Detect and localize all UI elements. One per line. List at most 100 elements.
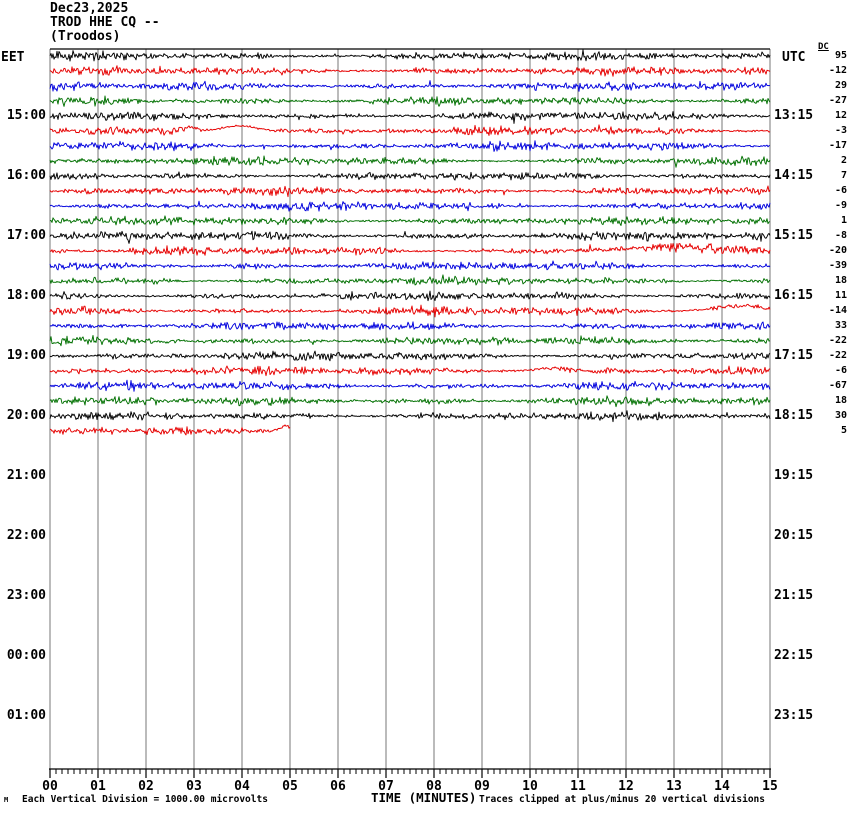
dc-offset-value: -22: [828, 335, 847, 346]
seismic-trace-row: [49, 155, 771, 168]
eet-hour-label: 01:00: [6, 708, 46, 723]
x-axis-tick-label: 05: [282, 779, 298, 794]
utc-hour-label: 23:15: [774, 708, 814, 723]
dc-offset-value: -22: [828, 350, 847, 361]
eet-hour-label: 19:00: [6, 348, 46, 363]
seismic-trace-row: [49, 215, 771, 226]
left-axis-label: EET: [1, 50, 25, 65]
x-axis-tick-label: 13: [666, 779, 682, 794]
x-axis-tick-label: 02: [138, 779, 154, 794]
seismic-trace-row: [49, 80, 771, 92]
x-axis-tick-label: 03: [186, 779, 202, 794]
dc-offset-value: 18: [834, 395, 847, 406]
dc-offset-value: 2: [840, 155, 847, 166]
x-axis-tick-label: 00: [42, 779, 58, 794]
x-axis-tick-label: 11: [570, 779, 586, 794]
dc-offset-value: 1: [840, 215, 847, 226]
utc-hour-label: 15:15: [774, 228, 814, 243]
dc-offset-value: -6: [834, 365, 847, 376]
dc-offset-value: 29: [834, 80, 847, 91]
dc-offset-value: 12: [834, 110, 847, 121]
x-axis-tick-label: 14: [714, 779, 730, 794]
title-station: TROD HHE CQ --: [50, 15, 160, 30]
seismic-trace-row: [49, 335, 771, 347]
dc-offset-value: 5: [840, 425, 847, 436]
dc-offset-value: -9: [834, 200, 847, 211]
dc-offset-value: -67: [828, 380, 847, 391]
seismic-trace-row: [49, 274, 771, 286]
title-location: (Troodos): [50, 29, 121, 44]
utc-hour-label: 16:15: [774, 288, 814, 303]
dc-offset-value: 18: [834, 275, 847, 286]
dc-offset-value: -3: [834, 125, 847, 136]
seismic-trace-row: [49, 424, 291, 436]
dc-offset-value: -17: [828, 140, 847, 151]
utc-hour-label: 22:15: [774, 648, 814, 663]
x-axis-tick-label: 01: [90, 779, 106, 794]
dc-offset-value: -8: [834, 230, 847, 241]
eet-hour-label: 22:00: [6, 528, 46, 543]
x-axis-tick-label: 07: [378, 779, 394, 794]
seismic-trace-row: [49, 395, 771, 408]
seismic-trace-row: [49, 111, 771, 124]
seismic-trace-row: [49, 290, 771, 302]
dc-column-header: DC: [818, 42, 829, 52]
utc-hour-label: 14:15: [774, 168, 814, 183]
seismic-trace-row: [49, 124, 771, 136]
seismic-trace-row: [49, 260, 771, 271]
x-axis-tick-label: 15: [762, 779, 778, 794]
utc-hour-label: 21:15: [774, 588, 814, 603]
title-date: Dec23,2025: [50, 1, 129, 16]
utc-hour-label: 17:15: [774, 348, 814, 363]
dc-offset-value: -20: [828, 245, 847, 256]
seismic-trace-row: [49, 65, 771, 77]
dc-offset-value: -6: [834, 185, 847, 196]
seismic-trace-row: [49, 321, 771, 331]
x-axis-tick-label: 12: [618, 779, 634, 794]
seismic-trace-row: [49, 140, 770, 152]
vertical-division-note: Each Vertical Division = 1000.00 microvo…: [22, 794, 268, 805]
x-axis-tick-label: 04: [234, 779, 250, 794]
seismic-trace-row: [49, 230, 771, 244]
dc-offset-value: -14: [828, 305, 847, 316]
x-axis-tick-label: 09: [474, 779, 490, 794]
seismic-trace-row: [49, 350, 771, 362]
eet-hour-label: 23:00: [6, 588, 46, 603]
dc-offset-value: -27: [828, 95, 847, 106]
eet-hour-label: 20:00: [6, 408, 46, 423]
x-axis-tick-label: 06: [330, 779, 346, 794]
utc-hour-label: 18:15: [774, 408, 814, 423]
eet-hour-label: 16:00: [6, 168, 46, 183]
x-axis-title: TIME (MINUTES): [371, 790, 477, 805]
eet-hour-label: 17:00: [6, 228, 46, 243]
x-axis-tick-label: 10: [522, 779, 538, 794]
seismic-trace-row: [49, 365, 771, 377]
seismic-trace-row: [49, 185, 771, 198]
right-axis-label: UTC: [782, 50, 806, 65]
seismic-trace-row: [49, 200, 771, 212]
eet-hour-label: 15:00: [6, 108, 46, 123]
corner-watermark: M: [4, 796, 9, 804]
dc-offset-value: 95: [834, 50, 847, 61]
x-axis-tick-label: 08: [426, 779, 442, 794]
utc-hour-label: 13:15: [774, 108, 814, 123]
seismic-trace-row: [49, 171, 771, 181]
clipping-note: Traces clipped at plus/minus 20 vertical…: [479, 794, 765, 805]
dc-offset-value: 11: [834, 290, 847, 301]
title-block: Dec23,2025 TROD HHE CQ -- (Troodos): [50, 2, 160, 44]
dc-offset-value: 30: [834, 410, 847, 421]
dc-offset-value: -39: [828, 260, 847, 271]
eet-hour-label: 00:00: [6, 648, 46, 663]
eet-hour-label: 21:00: [6, 468, 46, 483]
utc-hour-label: 19:15: [774, 468, 814, 483]
dc-offset-value: 33: [834, 320, 847, 331]
seismic-trace-row: [49, 303, 771, 318]
seismic-trace-row: [49, 49, 771, 62]
seismic-trace-row: [49, 410, 771, 423]
eet-hour-label: 18:00: [6, 288, 46, 303]
utc-hour-label: 20:15: [774, 528, 814, 543]
seismic-trace-row: [49, 379, 771, 392]
seismic-trace-row: [49, 95, 771, 107]
